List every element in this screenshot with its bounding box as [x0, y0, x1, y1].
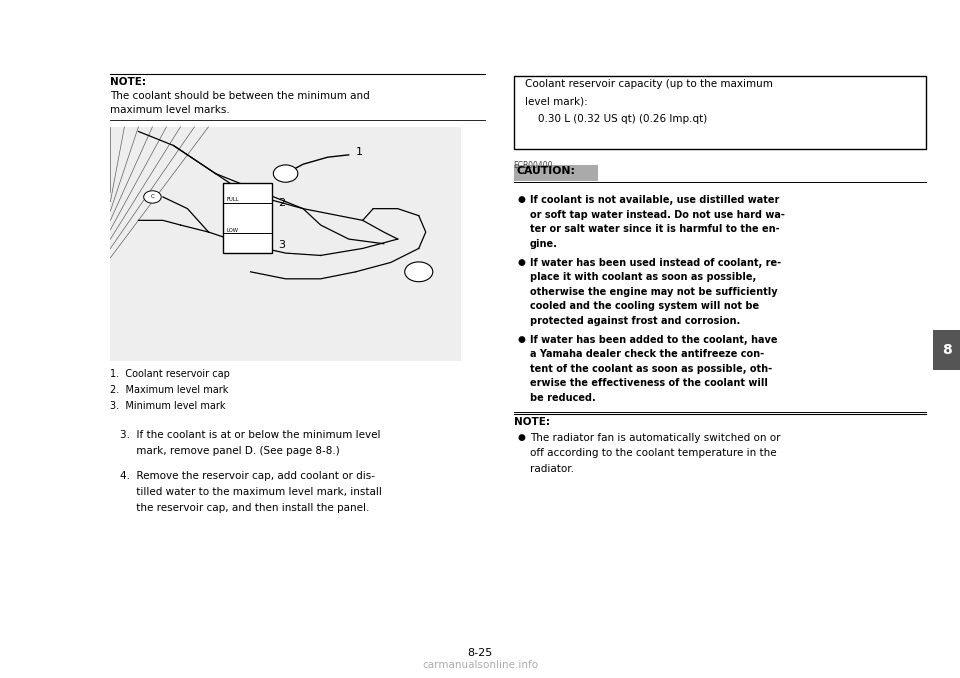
Text: tent of the coolant as soon as possible, oth-: tent of the coolant as soon as possible,…	[530, 363, 772, 374]
Circle shape	[405, 262, 433, 282]
Text: ter or salt water since it is harmful to the en-: ter or salt water since it is harmful to…	[530, 224, 780, 235]
Bar	[110, 127, 461, 361]
Text: the reservoir cap, and then install the panel.: the reservoir cap, and then install the …	[120, 503, 370, 513]
Text: LOW: LOW	[227, 228, 238, 233]
Text: C: C	[151, 195, 155, 199]
Text: 2.  Maximum level mark: 2. Maximum level mark	[110, 385, 228, 395]
Bar	[223, 183, 272, 253]
Text: place it with coolant as soon as possible,: place it with coolant as soon as possibl…	[530, 272, 756, 282]
Text: gine.: gine.	[530, 239, 558, 249]
Text: or soft tap water instead. Do not use hard wa-: or soft tap water instead. Do not use ha…	[530, 210, 784, 220]
Text: tilled water to the maximum level mark, install: tilled water to the maximum level mark, …	[120, 487, 382, 497]
Text: 8: 8	[942, 343, 951, 357]
Text: ●: ●	[517, 433, 525, 442]
Text: Coolant reservoir capacity (up to the maximum: Coolant reservoir capacity (up to the ma…	[525, 79, 773, 89]
Text: 3.  If the coolant is at or below the minimum level: 3. If the coolant is at or below the min…	[120, 430, 380, 440]
Text: 1.  Coolant reservoir cap: 1. Coolant reservoir cap	[110, 369, 230, 379]
Text: If coolant is not available, use distilled water: If coolant is not available, use distill…	[530, 195, 780, 205]
Text: The coolant should be between the minimum and
maximum level marks.: The coolant should be between the minimu…	[110, 91, 371, 115]
Circle shape	[274, 165, 298, 182]
Text: 1: 1	[355, 147, 363, 157]
Text: ●: ●	[517, 258, 525, 266]
Text: 8-25: 8-25	[468, 647, 492, 658]
Text: CAUTION:: CAUTION:	[516, 166, 575, 176]
Text: cooled and the cooling system will not be: cooled and the cooling system will not b…	[530, 301, 759, 311]
Text: The radiator fan is automatically switched on or: The radiator fan is automatically switch…	[530, 433, 780, 443]
Circle shape	[144, 191, 161, 203]
Text: NOTE:: NOTE:	[514, 417, 549, 427]
Text: a Yamaha dealer check the antifreeze con-: a Yamaha dealer check the antifreeze con…	[530, 349, 764, 359]
Text: 3.  Minimum level mark: 3. Minimum level mark	[110, 401, 226, 412]
Text: 3: 3	[278, 241, 285, 250]
Text: 4.  Remove the reservoir cap, add coolant or dis-: 4. Remove the reservoir cap, add coolant…	[120, 471, 375, 481]
Bar	[514, 76, 926, 149]
Text: 2: 2	[278, 199, 286, 208]
Text: ●: ●	[517, 195, 525, 204]
Text: If water has been added to the coolant, have: If water has been added to the coolant, …	[530, 335, 778, 344]
Text: NOTE:: NOTE:	[110, 77, 146, 87]
Text: ●: ●	[517, 335, 525, 344]
Text: otherwise the engine may not be sufficiently: otherwise the engine may not be sufficie…	[530, 287, 778, 297]
Text: ECB00400: ECB00400	[514, 161, 553, 170]
Text: be reduced.: be reduced.	[530, 393, 595, 403]
Text: radiator.: radiator.	[530, 464, 574, 474]
Text: If water has been used instead of coolant, re-: If water has been used instead of coolan…	[530, 258, 781, 268]
Bar	[514, 165, 598, 181]
Text: mark, remove panel D. (See page 8-8.): mark, remove panel D. (See page 8-8.)	[120, 446, 340, 456]
Bar	[933, 330, 960, 370]
Text: off according to the coolant temperature in the: off according to the coolant temperature…	[530, 449, 777, 458]
Text: erwise the effectiveness of the coolant will: erwise the effectiveness of the coolant …	[530, 378, 768, 388]
Text: carmanualsonline.info: carmanualsonline.info	[422, 660, 538, 670]
Text: level mark):: level mark):	[525, 96, 588, 106]
Text: protected against frost and corrosion.: protected against frost and corrosion.	[530, 316, 740, 326]
Text: 0.30 L (0.32 US qt) (0.26 Imp.qt): 0.30 L (0.32 US qt) (0.26 Imp.qt)	[525, 114, 708, 124]
Text: FULL: FULL	[227, 197, 239, 202]
